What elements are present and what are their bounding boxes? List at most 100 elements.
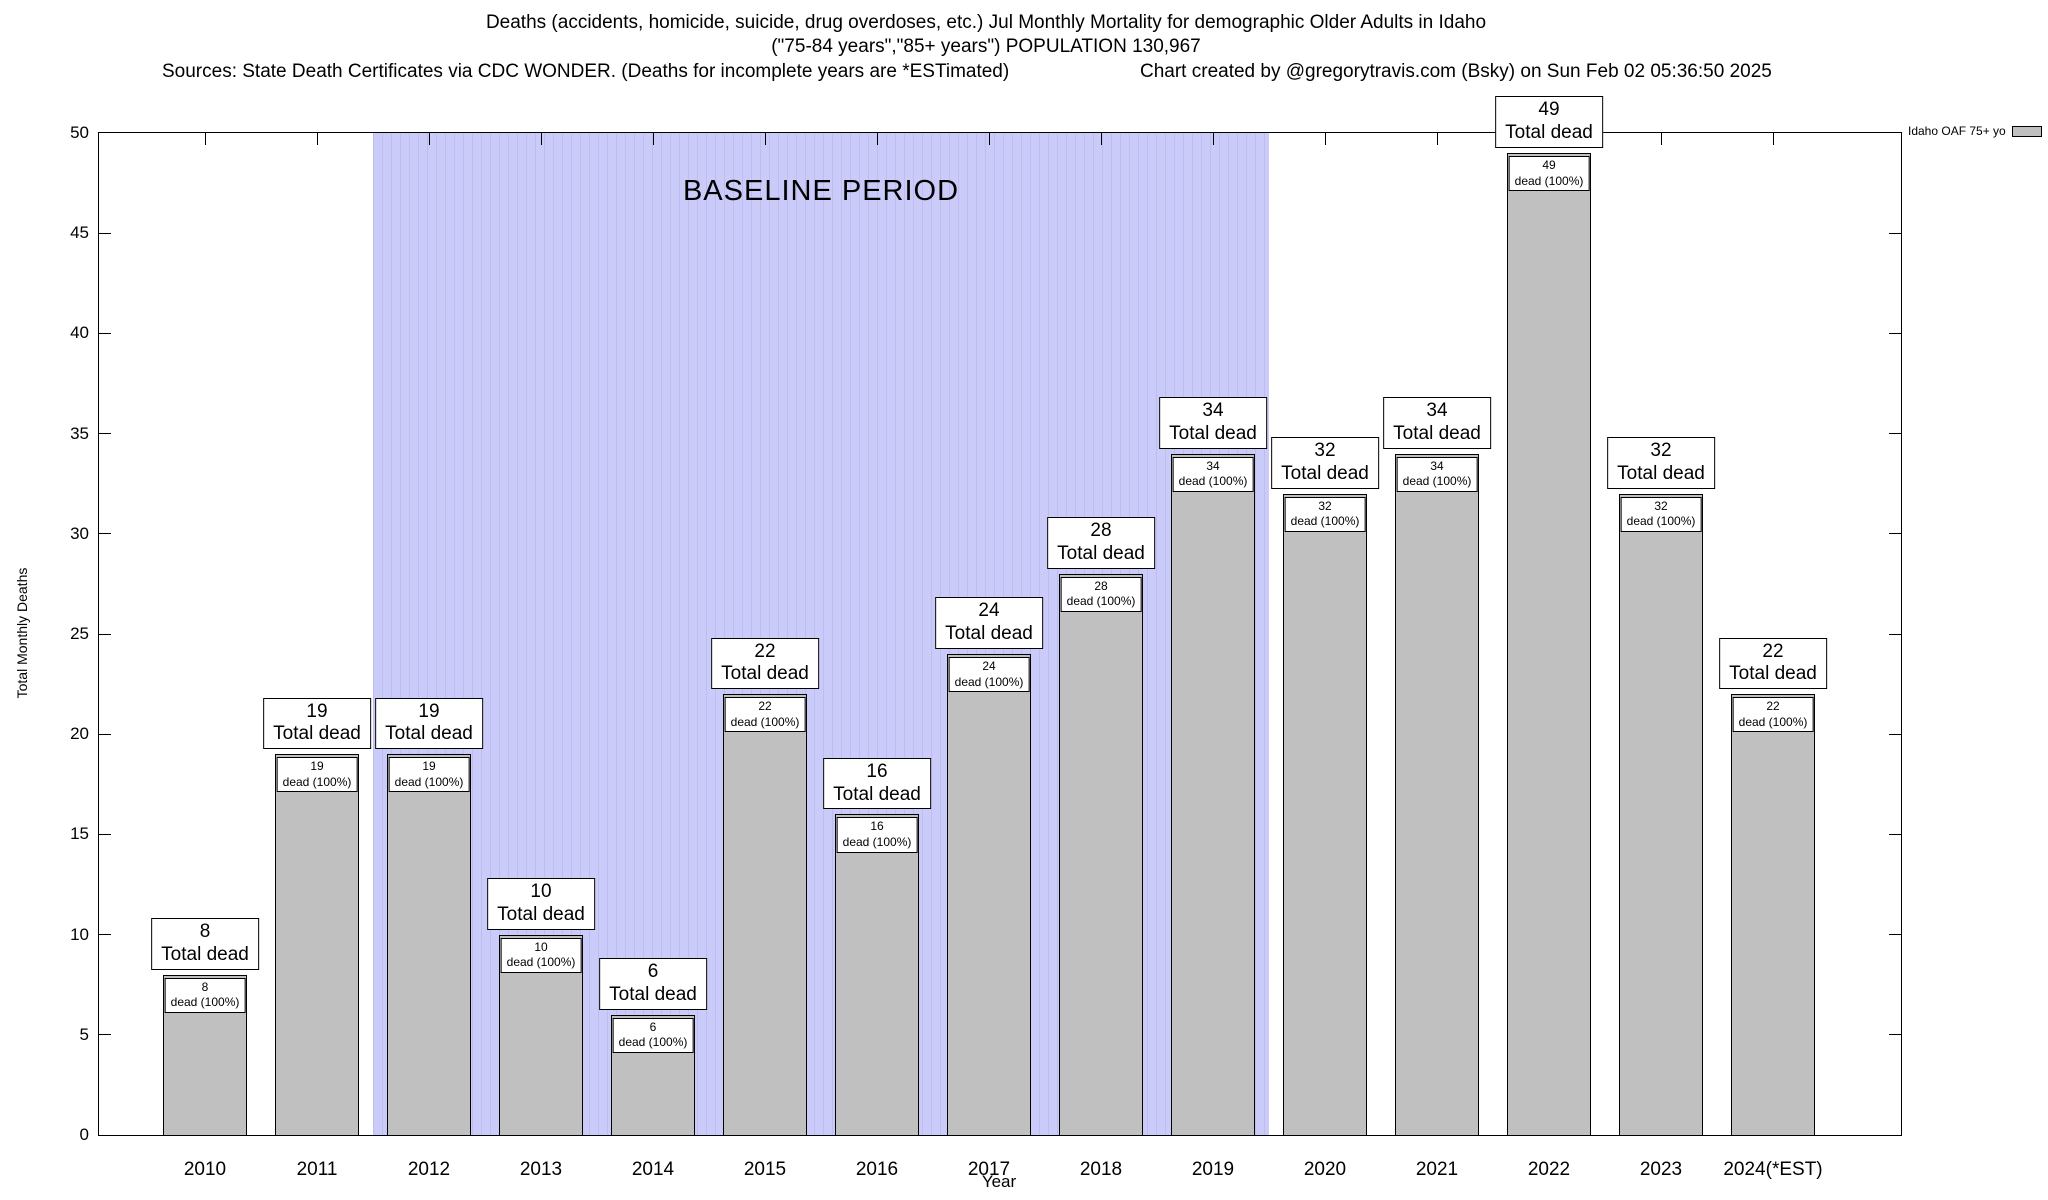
bar-2022 (1507, 153, 1591, 1135)
x-tick-mark (765, 133, 766, 145)
y-tick-mark (1889, 633, 1901, 635)
total-dead-label: 19 Total dead (375, 697, 483, 750)
x-tick-mark (653, 133, 654, 145)
x-tick-mark (1437, 133, 1438, 145)
bar-2017 (947, 654, 1031, 1135)
y-tick-mark (1889, 533, 1901, 535)
y-tick-mark (99, 633, 111, 635)
y-tick-label: 5 (79, 1024, 89, 1044)
x-tick-label-2022: 2022 (1527, 1159, 1571, 1180)
dead-percent-label: 32 dead (100%) (1284, 496, 1366, 532)
bar-2023 (1619, 493, 1703, 1135)
x-tick-mark (1213, 133, 1214, 145)
x-axis-title: Year (981, 1172, 1017, 1191)
x-tick-mark (429, 133, 430, 145)
x-tick-label-2023: 2023 (1639, 1159, 1683, 1180)
y-tick-mark (1889, 1034, 1901, 1036)
y-tick-mark (99, 232, 111, 234)
dead-percent-label: 22 dead (100%) (724, 697, 806, 733)
dead-percent-label: 6 dead (100%) (612, 1017, 694, 1053)
y-tick-label: 25 (70, 624, 89, 643)
x-tick-mark (317, 133, 318, 145)
dead-percent-label: 8 dead (100%) (164, 977, 246, 1013)
y-tick-mark (99, 332, 111, 334)
x-tick-label-2018: 2018 (1079, 1159, 1123, 1180)
total-dead-label: 24 Total dead (935, 597, 1043, 650)
dead-percent-label: 19 dead (100%) (388, 757, 470, 793)
x-tick-label-2024EST: 2024(*EST) (1723, 1159, 1823, 1180)
x-tick-label-2015: 2015 (743, 1159, 787, 1180)
y-tick-mark (1889, 733, 1901, 735)
y-tick-label: 50 (70, 123, 89, 142)
chart-credit-note: Chart created by @gregorytravis.com (Bsk… (1140, 61, 1772, 82)
total-dead-label: 34 Total dead (1383, 397, 1491, 449)
y-tick-label: 20 (70, 724, 89, 744)
dead-percent-label: 10 dead (100%) (500, 937, 582, 973)
plot-area: BASELINE PERIOD 0 5 10 15 20 25 30 35 40 45 50 2010 2… (70, 96, 1902, 1180)
bar-2024EST (1731, 694, 1815, 1135)
y-tick-label: 10 (70, 924, 89, 944)
bar-2015 (723, 694, 807, 1135)
y-tick-mark (1889, 934, 1901, 936)
y-tick-mark (1889, 332, 1901, 334)
bar-2021 (1395, 453, 1479, 1135)
x-tick-mark (1325, 133, 1326, 145)
y-tick-label: 30 (70, 523, 89, 543)
dead-percent-label: 28 dead (100%) (1060, 576, 1142, 613)
chart-title-line-2: ("75-84 years","85+ years") POPULATION 1… (771, 36, 1201, 57)
x-tick-mark (1101, 133, 1102, 145)
dead-percent-label: 22 dead (100%) (1732, 697, 1814, 733)
legend: Idaho OAF 75+ yo (1908, 124, 2042, 138)
bar-2019 (1171, 453, 1255, 1135)
y-tick-label: 45 (70, 223, 89, 243)
total-dead-label: 8 Total dead (151, 918, 259, 970)
x-tick-label-2012: 2012 (407, 1159, 451, 1180)
legend-label: Idaho OAF 75+ yo (1908, 124, 2006, 138)
x-tick-mark (1773, 133, 1774, 145)
dead-percent-label: 16 dead (100%) (836, 817, 918, 853)
dead-percent-label: 19 dead (100%) (276, 757, 358, 793)
total-dead-label: 6 Total dead (599, 958, 707, 1010)
x-tick-label-2010: 2010 (183, 1159, 227, 1180)
total-dead-label: 16 Total dead (823, 757, 931, 810)
bar-2020 (1283, 493, 1367, 1135)
total-dead-label: 32 Total dead (1271, 437, 1379, 489)
chart-sources-note: Sources: State Death Certificates via CD… (162, 61, 1010, 82)
bar-2012 (387, 754, 471, 1135)
dead-percent-label: 34 dead (100%) (1172, 456, 1254, 492)
x-tick-label-2021: 2021 (1415, 1159, 1459, 1180)
bar-2011 (275, 754, 359, 1135)
baseline-period-label: BASELINE PERIOD (682, 175, 960, 207)
bar-2018 (1059, 573, 1143, 1135)
bar-2016 (835, 814, 919, 1135)
total-dead-label: 10 Total dead (487, 878, 595, 930)
legend-swatch (2011, 125, 2042, 137)
dead-percent-label: 49 dead (100%) (1508, 156, 1590, 192)
y-tick-mark (99, 1034, 111, 1036)
y-tick-label: 35 (70, 423, 89, 443)
y-tick-label: 15 (70, 824, 89, 844)
y-tick-mark (99, 433, 111, 435)
y-tick-label: 40 (70, 323, 89, 343)
dead-percent-label: 24 dead (100%) (948, 657, 1030, 693)
total-dead-label: 32 Total dead (1607, 437, 1715, 489)
total-dead-label: 19 Total dead (263, 697, 371, 750)
x-tick-label-2014: 2014 (631, 1159, 675, 1180)
total-dead-label: 28 Total dead (1047, 517, 1155, 569)
total-dead-label: 34 Total dead (1159, 397, 1267, 449)
x-tick-label-2013: 2013 (519, 1159, 563, 1180)
y-tick-mark (1889, 433, 1901, 435)
total-dead-label: 22 Total dead (711, 637, 819, 690)
dead-percent-label: 34 dead (100%) (1396, 456, 1478, 492)
x-tick-label-2016: 2016 (855, 1159, 899, 1180)
x-tick-mark (205, 133, 206, 145)
x-tick-label-2019: 2019 (1191, 1159, 1235, 1180)
x-tick-label-2017: 2017 (967, 1159, 1011, 1180)
x-tick-label-2020: 2020 (1303, 1159, 1347, 1180)
x-tick-mark (989, 133, 990, 145)
y-tick-mark (1889, 232, 1901, 234)
y-tick-mark (99, 833, 111, 835)
y-tick-mark (99, 934, 111, 936)
dead-percent-label: 32 dead (100%) (1620, 496, 1702, 532)
